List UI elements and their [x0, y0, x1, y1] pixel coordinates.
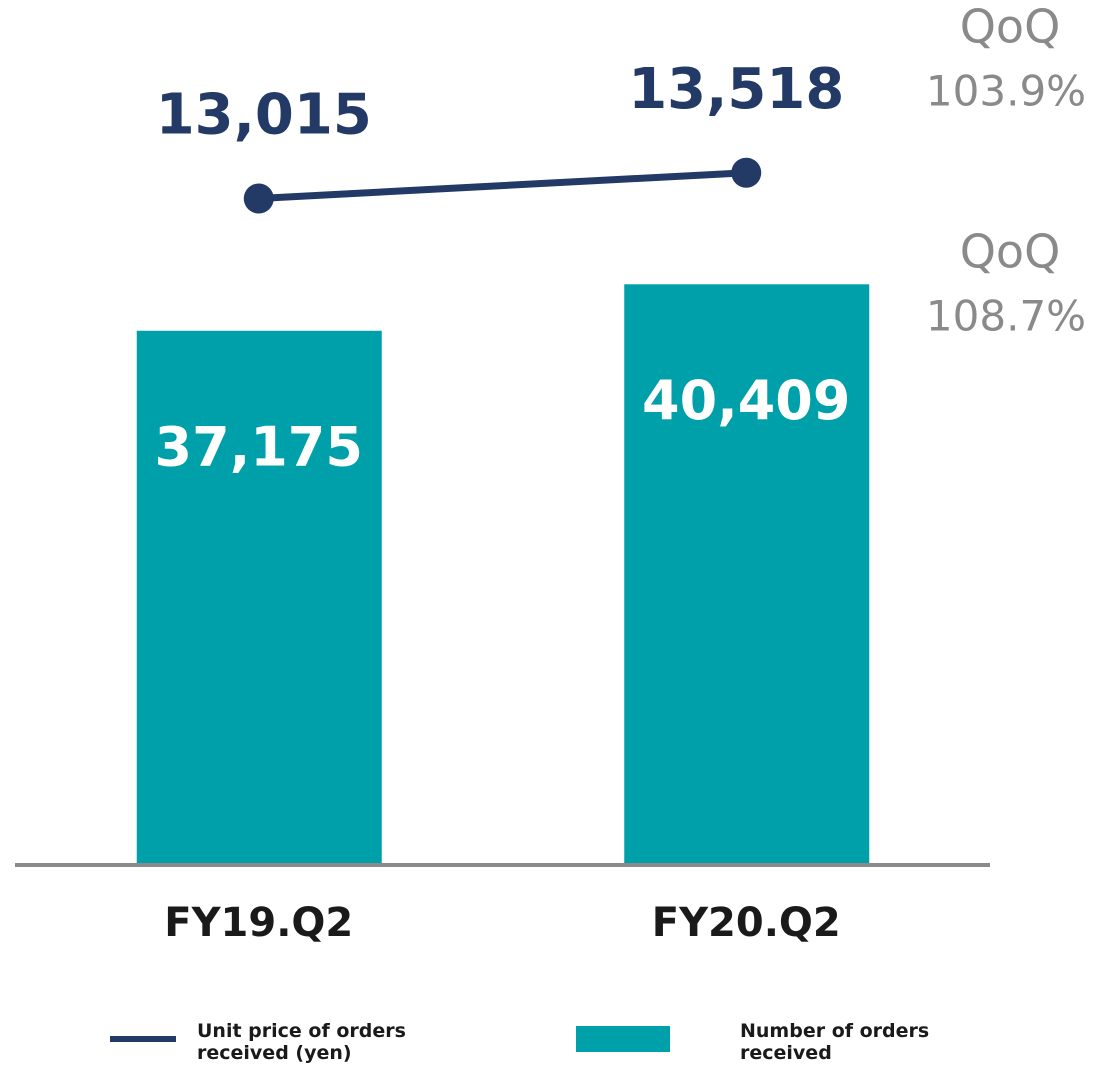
- annotation: QoQ: [960, 0, 1061, 54]
- line-point: [243, 183, 274, 214]
- annotation: QoQ: [960, 225, 1061, 279]
- legend-label: Unit price of orders received (yen): [197, 1020, 406, 1064]
- legend-swatch-line: [110, 1036, 176, 1042]
- line-value-label: 13,518: [628, 57, 844, 122]
- line-value-label: 13,015: [156, 83, 372, 148]
- legend-label: Number of orders received: [740, 1020, 930, 1064]
- line: [258, 169, 747, 202]
- annotation: 108.7%: [926, 292, 1086, 341]
- bar: [136, 330, 382, 865]
- x-tick-label: FY19.Q2: [164, 900, 353, 946]
- annotation: 103.9%: [926, 67, 1086, 116]
- line-point: [731, 157, 762, 188]
- bar-value-label: 40,409: [642, 369, 850, 432]
- legend-swatch-bar: [576, 1026, 670, 1052]
- bar: [624, 284, 870, 865]
- bar-value-label: 37,175: [155, 415, 363, 478]
- x-tick-label: FY20.Q2: [652, 900, 841, 946]
